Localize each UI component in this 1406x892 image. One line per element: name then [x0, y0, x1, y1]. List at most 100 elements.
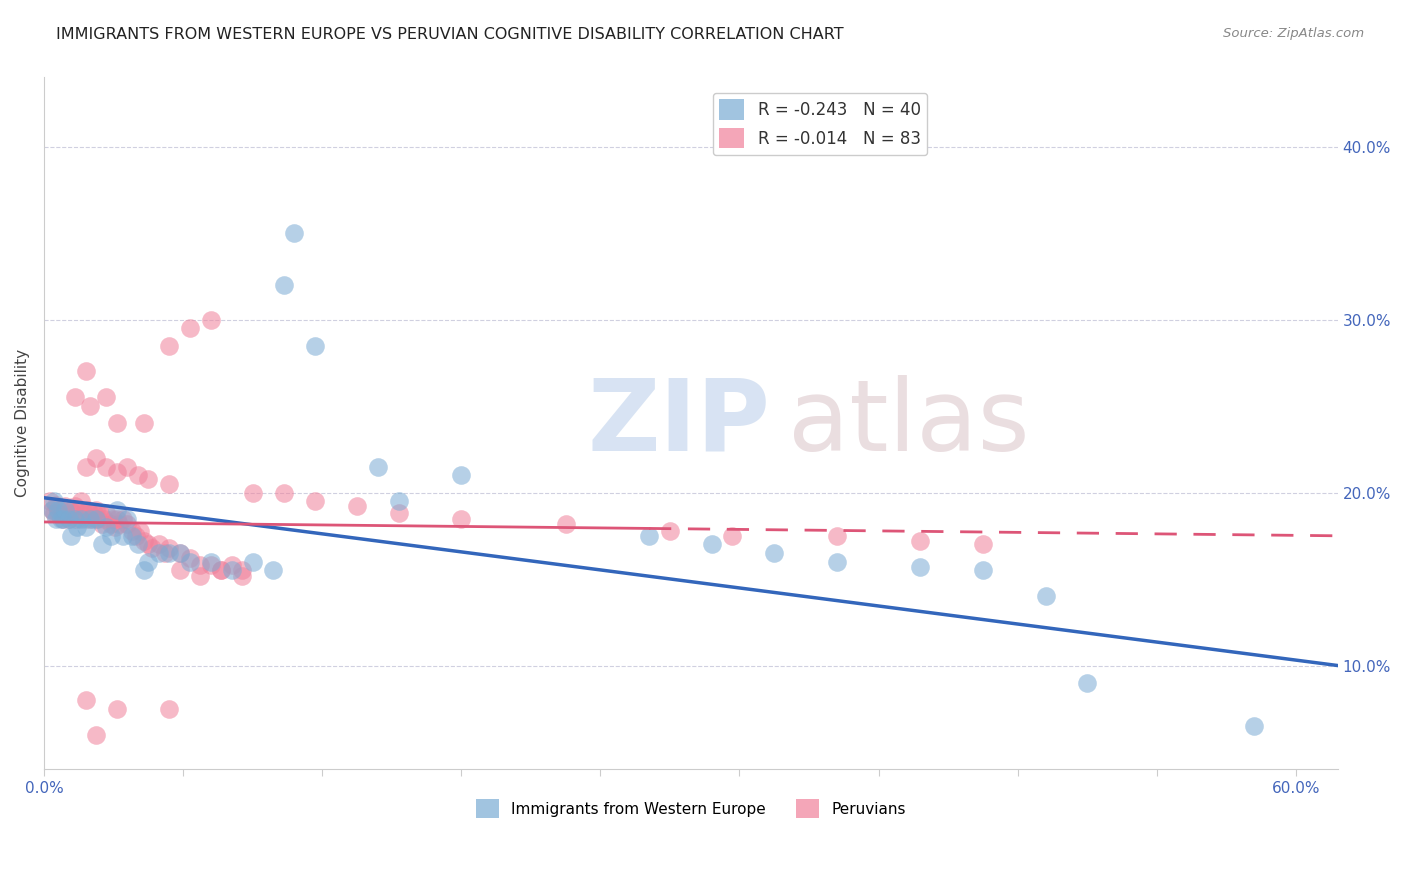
Point [200, 555, 222, 569]
Point [388, 506, 411, 520]
Point [91, 516, 114, 531]
Point [87, 511, 110, 525]
Point [96, 520, 118, 534]
Point [367, 459, 389, 474]
Point [1243, 719, 1265, 733]
Point [112, 529, 135, 543]
Point [221, 558, 243, 573]
Point [346, 500, 368, 514]
Point [49, 503, 72, 517]
Point [304, 338, 326, 352]
Point [721, 529, 744, 543]
Point [41, 503, 63, 517]
Point [105, 465, 128, 479]
Point [79, 506, 101, 520]
Point [70, 511, 93, 525]
Point [825, 555, 848, 569]
Point [273, 278, 295, 293]
Point [60, 503, 83, 517]
Point [972, 563, 994, 577]
Point [121, 529, 143, 543]
Point [75, 693, 97, 707]
Point [63, 391, 86, 405]
Point [157, 546, 180, 560]
Point [83, 506, 105, 520]
Point [209, 563, 232, 577]
Point [700, 537, 723, 551]
Point [169, 546, 191, 560]
Point [242, 485, 264, 500]
Point [108, 516, 131, 531]
Point [80, 511, 103, 525]
Point [79, 511, 101, 525]
Point [45, 498, 67, 512]
Point [128, 524, 150, 538]
Point [56, 506, 79, 520]
Point [48, 503, 70, 517]
Text: Source: ZipAtlas.com: Source: ZipAtlas.com [1223, 27, 1364, 40]
Point [70, 494, 93, 508]
Point [63, 511, 86, 525]
Point [121, 524, 143, 538]
Point [209, 563, 232, 577]
Point [112, 511, 135, 525]
Point [67, 503, 90, 517]
Point [96, 391, 118, 405]
Point [49, 511, 72, 525]
Point [136, 537, 159, 551]
Point [117, 516, 139, 531]
Point [638, 529, 661, 543]
Point [100, 529, 122, 543]
Point [132, 563, 155, 577]
Point [169, 546, 191, 560]
Point [200, 312, 222, 326]
Point [84, 450, 107, 465]
Point [242, 555, 264, 569]
Point [910, 560, 932, 574]
Point [910, 533, 932, 548]
Point [45, 511, 67, 525]
Point [52, 511, 75, 525]
Point [75, 520, 97, 534]
Point [66, 511, 89, 525]
Point [1076, 675, 1098, 690]
Point [825, 529, 848, 543]
Point [153, 546, 176, 560]
Y-axis label: Cognitive Disability: Cognitive Disability [15, 350, 30, 498]
Point [141, 541, 163, 555]
Point [273, 485, 295, 500]
Point [231, 568, 253, 582]
Point [84, 503, 107, 517]
Point [127, 468, 149, 483]
Point [450, 511, 472, 525]
Point [66, 520, 89, 534]
Point [84, 728, 107, 742]
Point [179, 551, 201, 566]
Point [63, 500, 86, 514]
Point [96, 506, 118, 520]
Point [221, 563, 243, 577]
Text: atlas: atlas [787, 375, 1029, 472]
Point [157, 702, 180, 716]
Point [84, 511, 107, 525]
Point [72, 506, 94, 520]
Point [104, 520, 127, 534]
Point [48, 506, 70, 520]
Point [60, 529, 83, 543]
Point [554, 516, 576, 531]
Point [44, 506, 66, 520]
Point [179, 555, 201, 569]
Point [132, 533, 155, 548]
Point [75, 364, 97, 378]
Point [41, 503, 63, 517]
Legend: Immigrants from Western Europe, Peruvians: Immigrants from Western Europe, Peruvian… [470, 793, 912, 824]
Point [53, 500, 76, 514]
Point [117, 459, 139, 474]
Point [75, 459, 97, 474]
Text: IMMIGRANTS FROM WESTERN EUROPE VS PERUVIAN COGNITIVE DISABILITY CORRELATION CHAR: IMMIGRANTS FROM WESTERN EUROPE VS PERUVI… [56, 27, 844, 42]
Point [190, 568, 212, 582]
Point [136, 555, 159, 569]
Point [62, 506, 84, 520]
Point [96, 459, 118, 474]
Point [52, 511, 75, 525]
